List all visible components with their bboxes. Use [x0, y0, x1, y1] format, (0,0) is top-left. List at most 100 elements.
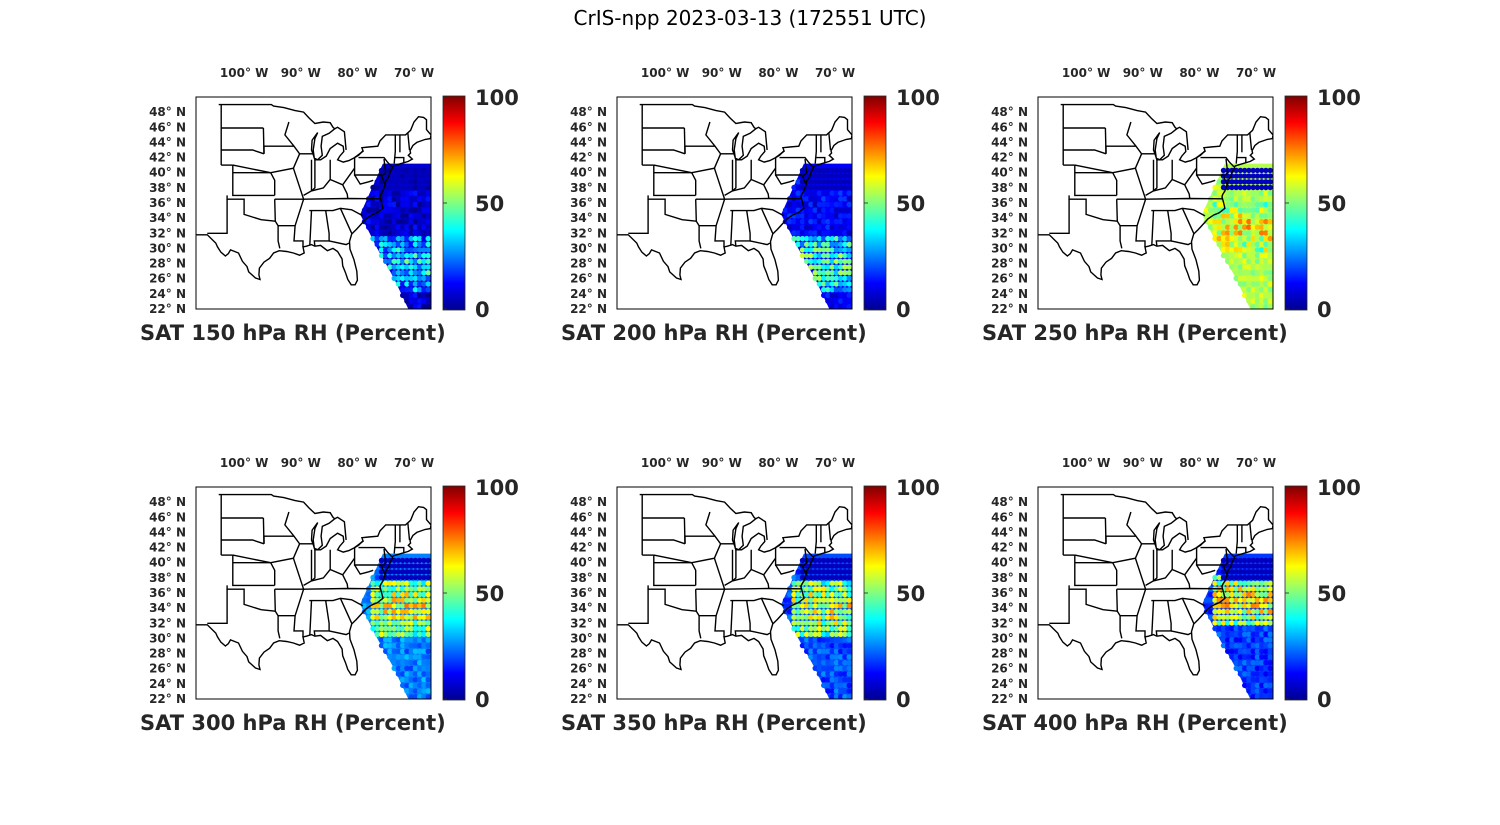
rh-retrieval	[417, 620, 423, 626]
rh-retrieval	[1250, 167, 1256, 174]
rh-retrieval	[1229, 569, 1235, 575]
lat-tick-label: 46° N	[570, 120, 607, 134]
rh-retrieval	[425, 241, 431, 247]
rh-retrieval	[387, 258, 393, 264]
rh-retrieval	[1246, 196, 1252, 202]
rh-retrieval	[417, 235, 423, 242]
rh-retrieval	[846, 173, 852, 179]
rh-retrieval	[804, 190, 810, 196]
rh-retrieval	[425, 563, 431, 569]
rh-retrieval	[1254, 569, 1261, 575]
rh-retrieval	[1242, 671, 1248, 677]
rh-retrieval	[846, 665, 852, 671]
rh-retrieval	[387, 218, 393, 225]
rh-retrieval	[1225, 207, 1231, 213]
rh-retrieval	[795, 591, 801, 598]
state-border	[284, 511, 295, 537]
rh-retrieval	[808, 230, 814, 236]
rh-retrieval	[404, 625, 410, 632]
rh-retrieval	[812, 241, 818, 247]
rh-retrieval	[808, 252, 814, 259]
rh-retrieval	[1237, 167, 1244, 174]
rh-retrieval	[417, 637, 423, 643]
rh-retrieval	[808, 608, 814, 615]
rh-retrieval	[1216, 224, 1222, 230]
rh-retrieval	[1259, 252, 1265, 259]
rh-retrieval	[842, 275, 848, 281]
lat-tick-label: 40° N	[991, 166, 1028, 180]
rh-retrieval	[799, 557, 806, 564]
rh-retrieval	[825, 179, 831, 185]
rh-retrieval	[1220, 224, 1227, 230]
rh-retrieval	[812, 586, 818, 592]
rh-retrieval	[408, 586, 414, 592]
rh-retrieval	[412, 264, 419, 270]
state-border	[802, 549, 808, 567]
rh-retrieval	[812, 654, 818, 660]
rh-retrieval	[1246, 230, 1252, 236]
rh-retrieval	[374, 591, 380, 598]
rh-retrieval	[1267, 648, 1273, 654]
rh-retrieval	[374, 580, 380, 586]
coastline	[1038, 493, 1273, 676]
rh-retrieval	[421, 631, 427, 637]
rh-retrieval	[1246, 654, 1252, 660]
rh-retrieval	[825, 196, 831, 202]
rh-retrieval	[838, 694, 844, 699]
rh-retrieval	[400, 270, 406, 276]
rh-retrieval	[421, 247, 427, 253]
rh-retrieval	[821, 230, 827, 236]
rh-retrieval	[829, 563, 835, 569]
state-border	[207, 199, 228, 234]
rh-retrieval	[421, 264, 427, 270]
state-border	[1074, 554, 1113, 564]
rh-retrieval	[383, 218, 389, 225]
rh-retrieval	[421, 637, 427, 643]
rh-retrieval	[425, 682, 431, 689]
panel-grid: 100° W 90° W 80° W 70° W48° N46° N44° N42° …	[140, 66, 1361, 735]
rh-retrieval	[1212, 184, 1218, 191]
rh-retrieval	[387, 252, 393, 259]
lat-tick-label: 44° N	[149, 135, 186, 149]
rh-retrieval	[391, 648, 397, 654]
lat-tick-label: 34° N	[149, 601, 186, 615]
rh-retrieval	[378, 184, 385, 191]
rh-retrieval	[833, 190, 840, 196]
rh-retrieval	[1225, 235, 1231, 242]
colorbar-tick-label: 50	[475, 192, 504, 216]
rh-retrieval	[829, 304, 835, 309]
rh-retrieval	[1263, 201, 1269, 208]
rh-retrieval	[421, 614, 427, 620]
rh-retrieval	[417, 252, 423, 259]
rh-retrieval	[838, 275, 844, 281]
rh-retrieval	[400, 648, 406, 654]
rh-retrieval	[404, 563, 410, 569]
rh-retrieval	[412, 625, 419, 632]
rh-retrieval	[378, 603, 385, 609]
lat-tick-label: 30° N	[991, 241, 1028, 255]
rh-retrieval	[1254, 648, 1261, 654]
rh-retrieval	[370, 597, 376, 603]
rh-retrieval	[829, 270, 835, 276]
rh-retrieval	[1225, 637, 1231, 643]
state-border	[730, 207, 785, 217]
rh-retrieval	[821, 196, 827, 202]
retrieval-points	[782, 557, 852, 699]
lat-tick-label: 22° N	[991, 302, 1028, 316]
rh-retrieval	[1246, 642, 1252, 649]
rh-retrieval	[383, 637, 389, 643]
rh-retrieval	[1237, 625, 1244, 632]
rh-retrieval	[425, 671, 431, 677]
rh-retrieval	[391, 184, 397, 191]
rh-retrieval	[1254, 591, 1261, 598]
rh-retrieval	[825, 218, 831, 225]
rh-retrieval	[1242, 682, 1248, 689]
rh-retrieval	[425, 557, 431, 564]
rh-retrieval	[387, 230, 393, 236]
rh-retrieval	[846, 591, 852, 598]
rh-retrieval	[417, 608, 423, 615]
state-border	[755, 126, 768, 151]
rh-retrieval	[842, 688, 848, 694]
rh-retrieval	[782, 597, 789, 603]
rh-retrieval	[395, 224, 402, 230]
